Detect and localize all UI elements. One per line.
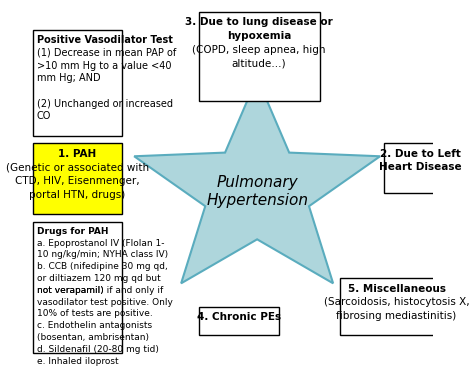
Text: d. Sildenafil (20-80 mg tid): d. Sildenafil (20-80 mg tid) [37, 345, 159, 354]
Text: CTD, HIV, Eisenmenger,: CTD, HIV, Eisenmenger, [15, 176, 140, 186]
FancyBboxPatch shape [340, 279, 453, 335]
Text: 5. Miscellaneous: 5. Miscellaneous [347, 284, 446, 294]
Text: mm Hg; AND: mm Hg; AND [37, 73, 100, 83]
Text: 10 ng/kg/min; NYHA class IV): 10 ng/kg/min; NYHA class IV) [37, 251, 168, 259]
Text: not verapamil) if and only if: not verapamil) if and only if [37, 286, 163, 295]
Polygon shape [134, 78, 380, 283]
Text: b. CCB (nifedipine 30 mg qd,: b. CCB (nifedipine 30 mg qd, [37, 262, 168, 271]
Text: 2. Due to Left: 2. Due to Left [380, 149, 461, 159]
Text: portal HTN, drugs): portal HTN, drugs) [29, 190, 126, 200]
Text: Heart Disease: Heart Disease [379, 162, 462, 172]
Text: (Sarcoidosis, histocytosis X,: (Sarcoidosis, histocytosis X, [324, 297, 469, 307]
FancyBboxPatch shape [384, 143, 457, 193]
Text: fibrosing mediastinitis): fibrosing mediastinitis) [337, 311, 456, 321]
Text: 10% of tests are positive.: 10% of tests are positive. [37, 309, 153, 319]
Text: (bosentan, ambrisentan): (bosentan, ambrisentan) [37, 333, 149, 342]
Text: 1. PAH: 1. PAH [58, 149, 97, 159]
Text: or diltiazem 120 mg qd but: or diltiazem 120 mg qd but [37, 274, 161, 283]
FancyBboxPatch shape [199, 307, 279, 335]
Text: not verapamil): not verapamil) [37, 286, 107, 295]
Text: e. Inhaled iloprost: e. Inhaled iloprost [37, 357, 118, 366]
Text: CO: CO [37, 111, 51, 121]
FancyBboxPatch shape [33, 222, 122, 353]
Text: Pulmonary
Hypertension: Pulmonary Hypertension [206, 175, 308, 208]
Text: 3. Due to lung disease or: 3. Due to lung disease or [185, 17, 333, 28]
FancyBboxPatch shape [33, 143, 122, 214]
Text: (COPD, sleep apnea, high: (COPD, sleep apnea, high [192, 44, 326, 55]
Text: vasodilator test positive. Only: vasodilator test positive. Only [37, 298, 173, 307]
Text: Drugs for PAH: Drugs for PAH [37, 227, 109, 236]
Text: (1) Decrease in mean PAP of: (1) Decrease in mean PAP of [37, 48, 176, 58]
FancyBboxPatch shape [199, 12, 320, 101]
Text: a. Epoprostanol IV (Flolan 1-: a. Epoprostanol IV (Flolan 1- [37, 239, 164, 248]
FancyBboxPatch shape [33, 30, 122, 137]
Text: >10 mm Hg to a value <40: >10 mm Hg to a value <40 [37, 61, 172, 70]
Text: altitude…): altitude…) [232, 58, 286, 68]
Text: (Genetic or associated with: (Genetic or associated with [6, 162, 149, 172]
Text: Positive Vasodilator Test: Positive Vasodilator Test [37, 35, 173, 45]
Text: c. Endothelin antagonists: c. Endothelin antagonists [37, 321, 152, 330]
Text: 4. Chronic PEs: 4. Chronic PEs [197, 312, 281, 322]
Text: (2) Unchanged or increased: (2) Unchanged or increased [37, 99, 173, 109]
Text: hypoxemia: hypoxemia [227, 31, 292, 41]
